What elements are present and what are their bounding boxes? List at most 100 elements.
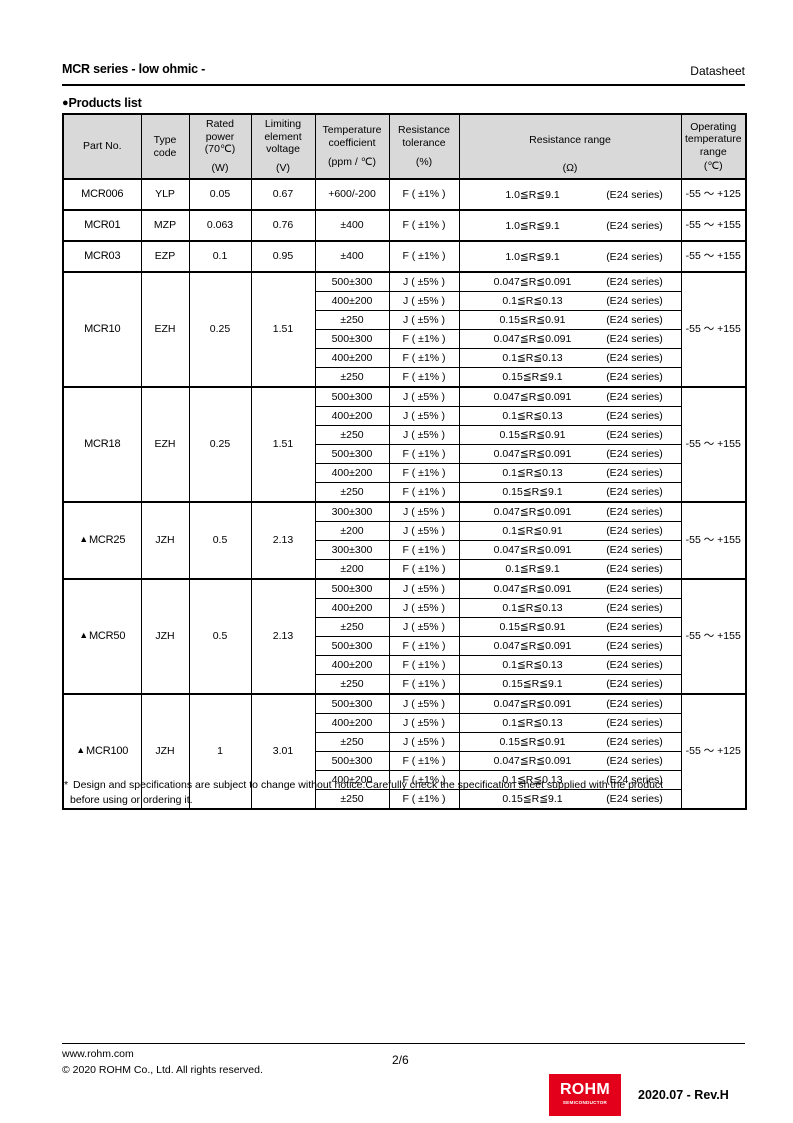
col-header-limiting-line1: Limiting	[264, 118, 302, 131]
col-header-range-label: Resistance range	[529, 134, 611, 146]
col-header-type-code-line2: code	[153, 146, 177, 159]
cell-temp-coefficient: ±250	[314, 674, 390, 695]
col-header-rated-power-unit: (W)	[211, 162, 229, 175]
cell-temp-coefficient: 500±300	[314, 329, 390, 349]
cell-resistance-range-value: 0.047≦R≦0.091	[493, 582, 572, 595]
cell-resistance-range-value: 0.1≦R≦9.1	[505, 562, 560, 575]
cell-rated-power: 0.25	[188, 386, 252, 503]
cell-resistance-tolerance: J ( ±5% )	[388, 386, 460, 407]
cell-resistance-range-series: (E24 series)	[606, 658, 663, 671]
cell-type-code: EZH	[140, 271, 190, 388]
cell-resistance-range-series: (E24 series)	[606, 313, 663, 326]
cell-temp-coefficient: ±250	[314, 310, 390, 330]
cell-resistance-tolerance: J ( ±5% )	[388, 713, 460, 733]
cell-resistance-range: 0.1≦R≦0.13 (E24 series)	[458, 291, 682, 311]
cell-temp-coefficient: 400±200	[314, 770, 390, 790]
cell-resistance-range: 0.047≦R≦0.091 (E24 series)	[458, 444, 682, 464]
cell-resistance-range: 0.15≦R≦9.1 (E24 series)	[458, 674, 682, 695]
cell-resistance-range-series: (E24 series)	[606, 428, 663, 441]
cell-resistance-range-value: 0.1≦R≦0.13	[502, 773, 563, 786]
cell-resistance-range-value: 0.047≦R≦0.091	[493, 754, 572, 767]
cell-operating-temperature: -55 ～ +125	[680, 178, 747, 211]
cell-resistance-tolerance: J ( ±5% )	[388, 521, 460, 541]
cell-limiting-voltage: 2.13	[250, 578, 316, 695]
col-header-optemp-line1: Operating	[690, 120, 737, 133]
cell-resistance-tolerance: J ( ±5% )	[388, 617, 460, 637]
rohm-logo-wordmark: ROHM	[559, 1081, 611, 1098]
cell-temp-coefficient: 400±200	[314, 655, 390, 675]
cell-temp-coefficient: 500±300	[314, 271, 390, 292]
footer-website[interactable]: www.rohm.com	[62, 1048, 134, 1060]
table-row: ▲MCR50 JZH 0.5 2.13 500±300 J ( ±5% ) 0.047≦R≦…	[62, 578, 747, 695]
cell-part-no: MCR01	[62, 209, 142, 242]
cell-part-no: MCR006	[62, 178, 142, 211]
cell-resistance-range-series: (E24 series)	[606, 505, 663, 518]
cell-resistance-range: 0.047≦R≦0.091 (E24 series)	[458, 751, 682, 771]
table-row: 500±300 F ( ±1% ) 0.047≦R≦0.091 (E24 series…	[63, 444, 746, 464]
page-header: MCR series - low ohmic - Datasheet	[62, 62, 745, 86]
cell-resistance-tolerance: F ( ±1% )	[388, 348, 460, 368]
cell-resistance-range-value: 0.1≦R≦0.13	[502, 658, 563, 671]
cell-resistance-range-series: (E24 series)	[606, 485, 663, 498]
cell-rated-power: 0.05	[188, 178, 252, 211]
col-header-tolerance-line2: tolerance	[402, 136, 446, 149]
table-row: 400±200 F ( ±1% ) 0.1≦R≦0.13 (E24 series)	[63, 463, 746, 483]
cell-part-no-label: MCR50	[88, 630, 126, 643]
cell-resistance-tolerance: J ( ±5% )	[388, 732, 460, 752]
cell-resistance-range: 0.1≦R≦0.13 (E24 series)	[458, 463, 682, 483]
table-row: MCR18 EZH 0.25 1.51 500±300 J ( ±5% ) 0.047≦R≦…	[62, 386, 747, 503]
col-header-rated-power-line2: power	[205, 130, 235, 143]
table-row: 400±200 F ( ±1% ) 0.1≦R≦0.13 (E24 series)	[63, 770, 746, 790]
section-title-label: Products list	[68, 96, 142, 110]
cell-resistance-range: 0.15≦R≦9.1 (E24 series)	[458, 367, 682, 388]
col-header-type-code-line1: Type	[153, 134, 177, 147]
cell-resistance-range-series: (E24 series)	[606, 543, 663, 556]
cell-resistance-range: 1.0≦R≦9.1 (E24 series)	[458, 209, 682, 242]
cell-temp-coefficient: 400±200	[314, 291, 390, 311]
cell-resistance-range: 0.15≦R≦0.91 (E24 series)	[458, 310, 682, 330]
cell-limiting-voltage: 0.76	[250, 209, 316, 242]
cell-resistance-range-value: 1.0≦R≦9.1	[505, 219, 560, 232]
cell-resistance-range: 0.1≦R≦0.13 (E24 series)	[458, 713, 682, 733]
cell-resistance-tolerance: F ( ±1% )	[388, 789, 460, 810]
cell-resistance-tolerance: F ( ±1% )	[388, 367, 460, 388]
rohm-logo: ROHM SEMICONDUCTOR	[549, 1074, 621, 1116]
col-header-limiting-line2: element	[264, 130, 302, 143]
cell-resistance-range: 0.15≦R≦0.91 (E24 series)	[458, 425, 682, 445]
table-row: ±200 J ( ±5% ) 0.1≦R≦0.91 (E24 series)	[63, 521, 746, 541]
cell-resistance-range-value: 0.1≦R≦0.13	[502, 716, 563, 729]
cell-resistance-tolerance: F ( ±1% )	[388, 240, 460, 273]
cell-resistance-range-value: 0.1≦R≦0.13	[502, 351, 563, 364]
cell-resistance-range-value: 0.15≦R≦9.1	[502, 485, 563, 498]
cell-resistance-range-series: (E24 series)	[606, 582, 663, 595]
rohm-logo-subword: SEMICONDUCTOR	[562, 1100, 608, 1105]
cell-resistance-tolerance: F ( ±1% )	[388, 655, 460, 675]
cell-resistance-tolerance: F ( ±1% )	[388, 770, 460, 790]
cell-temp-coefficient: +600/-200	[314, 178, 390, 211]
cell-temp-coefficient: ±250	[314, 732, 390, 752]
cell-resistance-tolerance: F ( ±1% )	[388, 329, 460, 349]
table-row: MCR01 MZP 0.063 0.76 ±400 F ( ±1% ) 1.0≦R≦9.1 (…	[62, 209, 747, 242]
cell-resistance-tolerance: F ( ±1% )	[388, 178, 460, 211]
cell-resistance-range: 0.15≦R≦9.1 (E24 series)	[458, 789, 682, 810]
cell-resistance-tolerance: J ( ±5% )	[388, 578, 460, 599]
table-row: ±250 J ( ±5% ) 0.15≦R≦0.91 (E24 series)	[63, 732, 746, 752]
cell-resistance-range: 0.047≦R≦0.091 (E24 series)	[458, 501, 682, 522]
col-header-resistance-range: Resistance range (Ω)	[458, 113, 682, 180]
cell-resistance-range-series: (E24 series)	[606, 351, 663, 364]
col-header-limiting-unit: (V)	[276, 162, 290, 175]
cell-resistance-tolerance: F ( ±1% )	[388, 674, 460, 695]
table-row: ▲MCR100 JZH 1 3.01 500±300 J ( ±5% ) 0.047≦R≦0…	[62, 693, 747, 810]
cell-rated-power: 0.5	[188, 501, 252, 580]
cell-rated-power: 0.25	[188, 271, 252, 388]
cell-temp-coefficient: 400±200	[314, 598, 390, 618]
footer-copyright: © 2020 ROHM Co., Ltd. All rights reserve…	[62, 1063, 263, 1076]
cell-temp-coefficient: 400±200	[314, 348, 390, 368]
col-header-type-code: Type code	[140, 113, 190, 180]
cell-resistance-tolerance: F ( ±1% )	[388, 636, 460, 656]
cell-resistance-tolerance: J ( ±5% )	[388, 598, 460, 618]
cell-resistance-tolerance: F ( ±1% )	[388, 751, 460, 771]
cell-resistance-range: 0.047≦R≦0.091 (E24 series)	[458, 329, 682, 349]
cell-resistance-range-value: 0.047≦R≦0.091	[493, 505, 572, 518]
cell-temp-coefficient: ±250	[314, 789, 390, 810]
